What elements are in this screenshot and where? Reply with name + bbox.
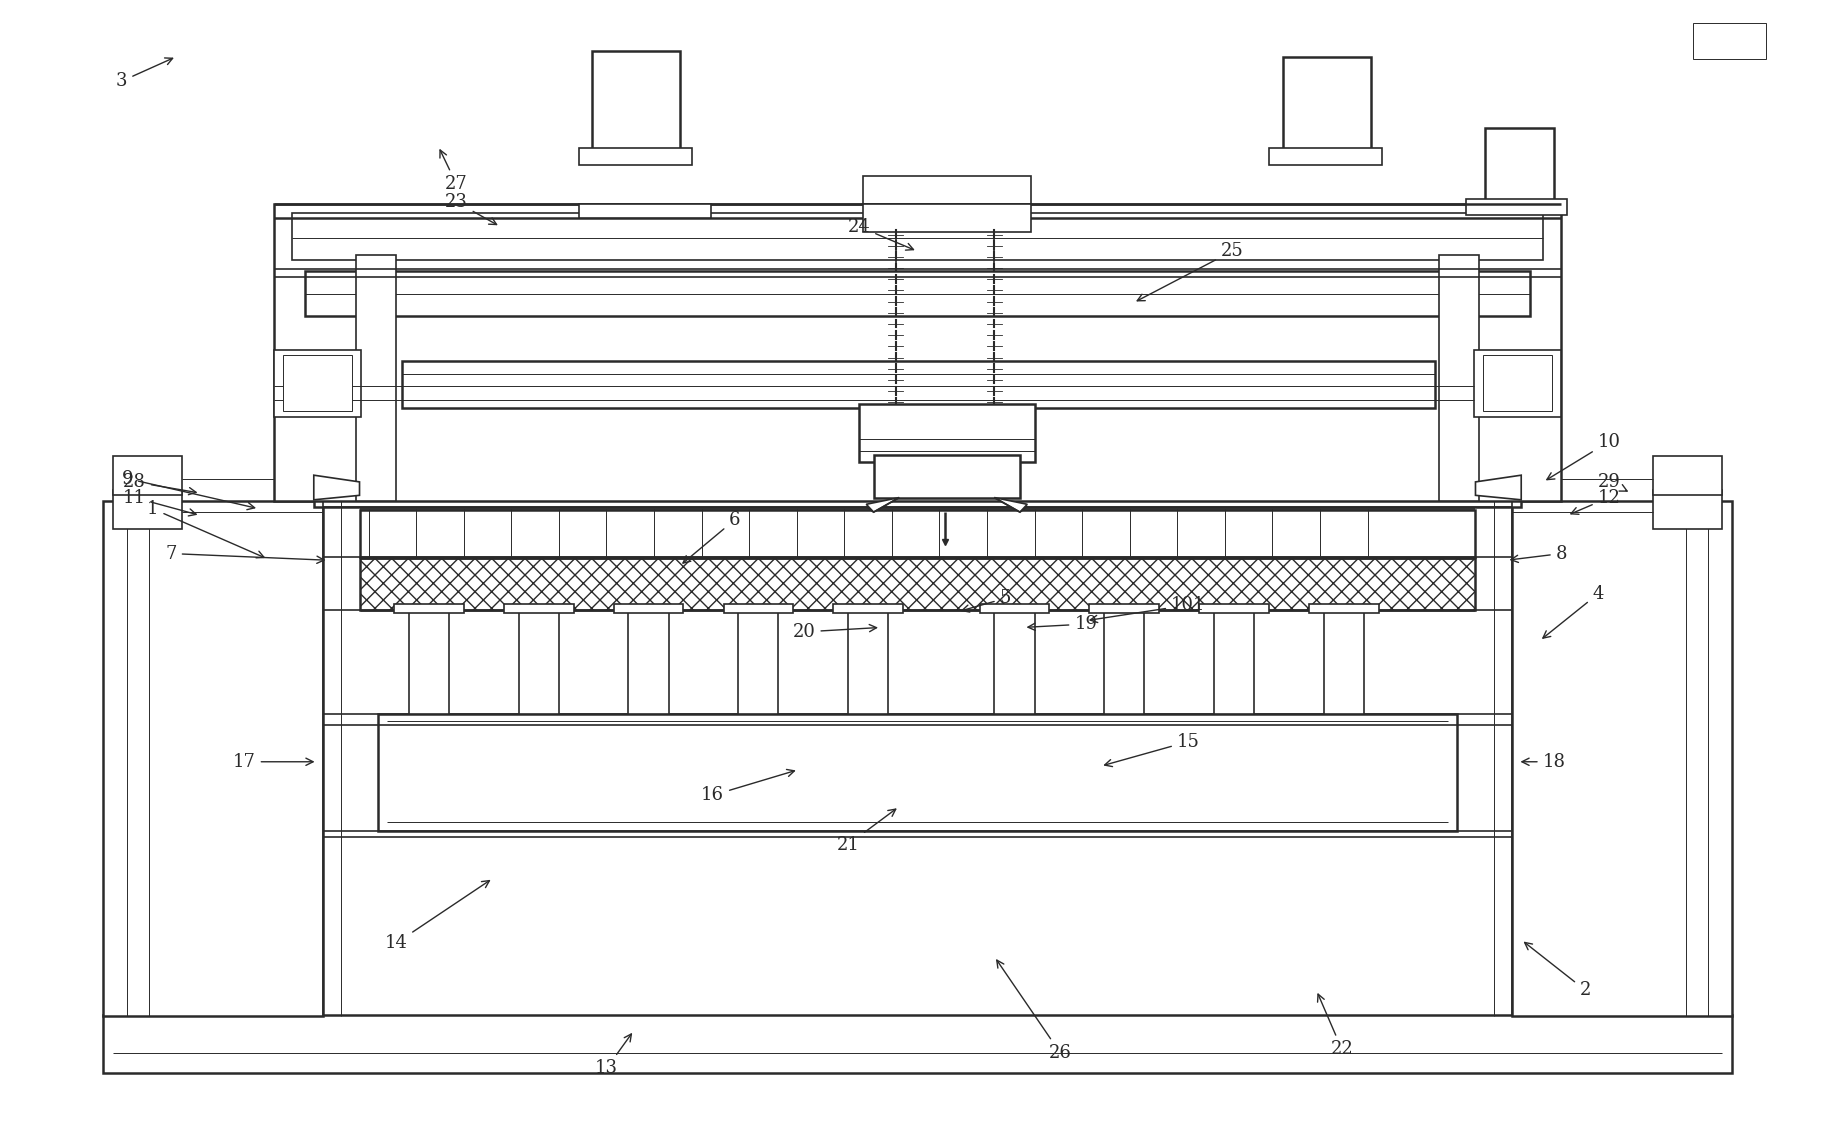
- Text: 19: 19: [1028, 615, 1097, 633]
- Polygon shape: [1475, 475, 1521, 500]
- Text: 27: 27: [440, 150, 468, 193]
- Bar: [615, 604, 683, 613]
- Text: 101: 101: [1090, 596, 1206, 622]
- Bar: [409, 610, 450, 713]
- Bar: [862, 177, 1031, 205]
- Bar: [580, 205, 710, 218]
- Bar: [628, 610, 668, 713]
- Bar: [833, 604, 903, 613]
- Text: 26: 26: [996, 960, 1072, 1062]
- Bar: [593, 51, 679, 158]
- Text: 9: 9: [121, 469, 255, 510]
- Bar: [873, 455, 1020, 497]
- Bar: [356, 254, 396, 501]
- Bar: [112, 489, 182, 529]
- Bar: [378, 713, 1457, 831]
- Bar: [1283, 56, 1371, 158]
- Bar: [1215, 610, 1253, 713]
- Bar: [1653, 489, 1723, 529]
- Bar: [103, 501, 323, 1016]
- Text: 6: 6: [683, 511, 740, 564]
- Polygon shape: [314, 475, 360, 500]
- Text: 10: 10: [1547, 433, 1620, 479]
- Bar: [1694, 22, 1767, 58]
- Text: 13: 13: [595, 1034, 631, 1078]
- Bar: [112, 456, 182, 495]
- Text: 22: 22: [1318, 994, 1352, 1059]
- Bar: [305, 271, 1530, 316]
- Bar: [980, 604, 1050, 613]
- Polygon shape: [866, 497, 899, 512]
- Text: 18: 18: [1521, 753, 1565, 771]
- Bar: [519, 610, 560, 713]
- Text: 24: 24: [848, 217, 914, 250]
- Bar: [505, 604, 574, 613]
- Bar: [723, 604, 793, 613]
- Text: 12: 12: [1571, 488, 1620, 514]
- Bar: [859, 404, 1035, 461]
- Text: 17: 17: [233, 753, 314, 771]
- Text: 23: 23: [446, 193, 497, 225]
- Bar: [995, 610, 1035, 713]
- Bar: [1323, 610, 1363, 713]
- Bar: [1485, 128, 1554, 205]
- Bar: [292, 214, 1543, 260]
- Bar: [273, 205, 1562, 501]
- Bar: [1105, 610, 1145, 713]
- Bar: [1200, 604, 1268, 613]
- Text: 2: 2: [1525, 943, 1591, 999]
- Bar: [1090, 604, 1160, 613]
- Bar: [1308, 604, 1378, 613]
- Text: 7: 7: [165, 544, 325, 564]
- Bar: [1512, 501, 1732, 1016]
- Bar: [580, 148, 692, 165]
- Text: 16: 16: [701, 770, 795, 804]
- Bar: [862, 205, 1031, 232]
- Text: 29: 29: [1598, 472, 1628, 492]
- Text: 15: 15: [1105, 732, 1200, 766]
- Text: 1: 1: [147, 500, 264, 558]
- Bar: [283, 356, 352, 412]
- Bar: [1653, 456, 1723, 495]
- Text: 5: 5: [962, 590, 1011, 612]
- Text: 4: 4: [1543, 585, 1604, 638]
- Text: 3: 3: [116, 58, 172, 90]
- Bar: [395, 604, 464, 613]
- Bar: [1268, 148, 1382, 165]
- Bar: [1466, 199, 1567, 216]
- Text: 25: 25: [1138, 242, 1244, 300]
- Bar: [1483, 356, 1552, 412]
- Text: 11: 11: [123, 488, 196, 516]
- Bar: [103, 1015, 1732, 1073]
- Text: 21: 21: [837, 809, 895, 854]
- Bar: [314, 475, 1521, 506]
- Bar: [273, 350, 361, 417]
- Text: 28: 28: [123, 472, 196, 495]
- Bar: [402, 361, 1435, 408]
- Bar: [1439, 254, 1479, 501]
- Polygon shape: [995, 497, 1028, 512]
- Text: 8: 8: [1510, 544, 1567, 562]
- Text: 20: 20: [793, 623, 877, 641]
- Bar: [360, 558, 1475, 610]
- Text: 14: 14: [385, 881, 490, 952]
- Bar: [360, 510, 1475, 557]
- Bar: [738, 610, 778, 713]
- Bar: [848, 610, 888, 713]
- Bar: [1474, 350, 1562, 417]
